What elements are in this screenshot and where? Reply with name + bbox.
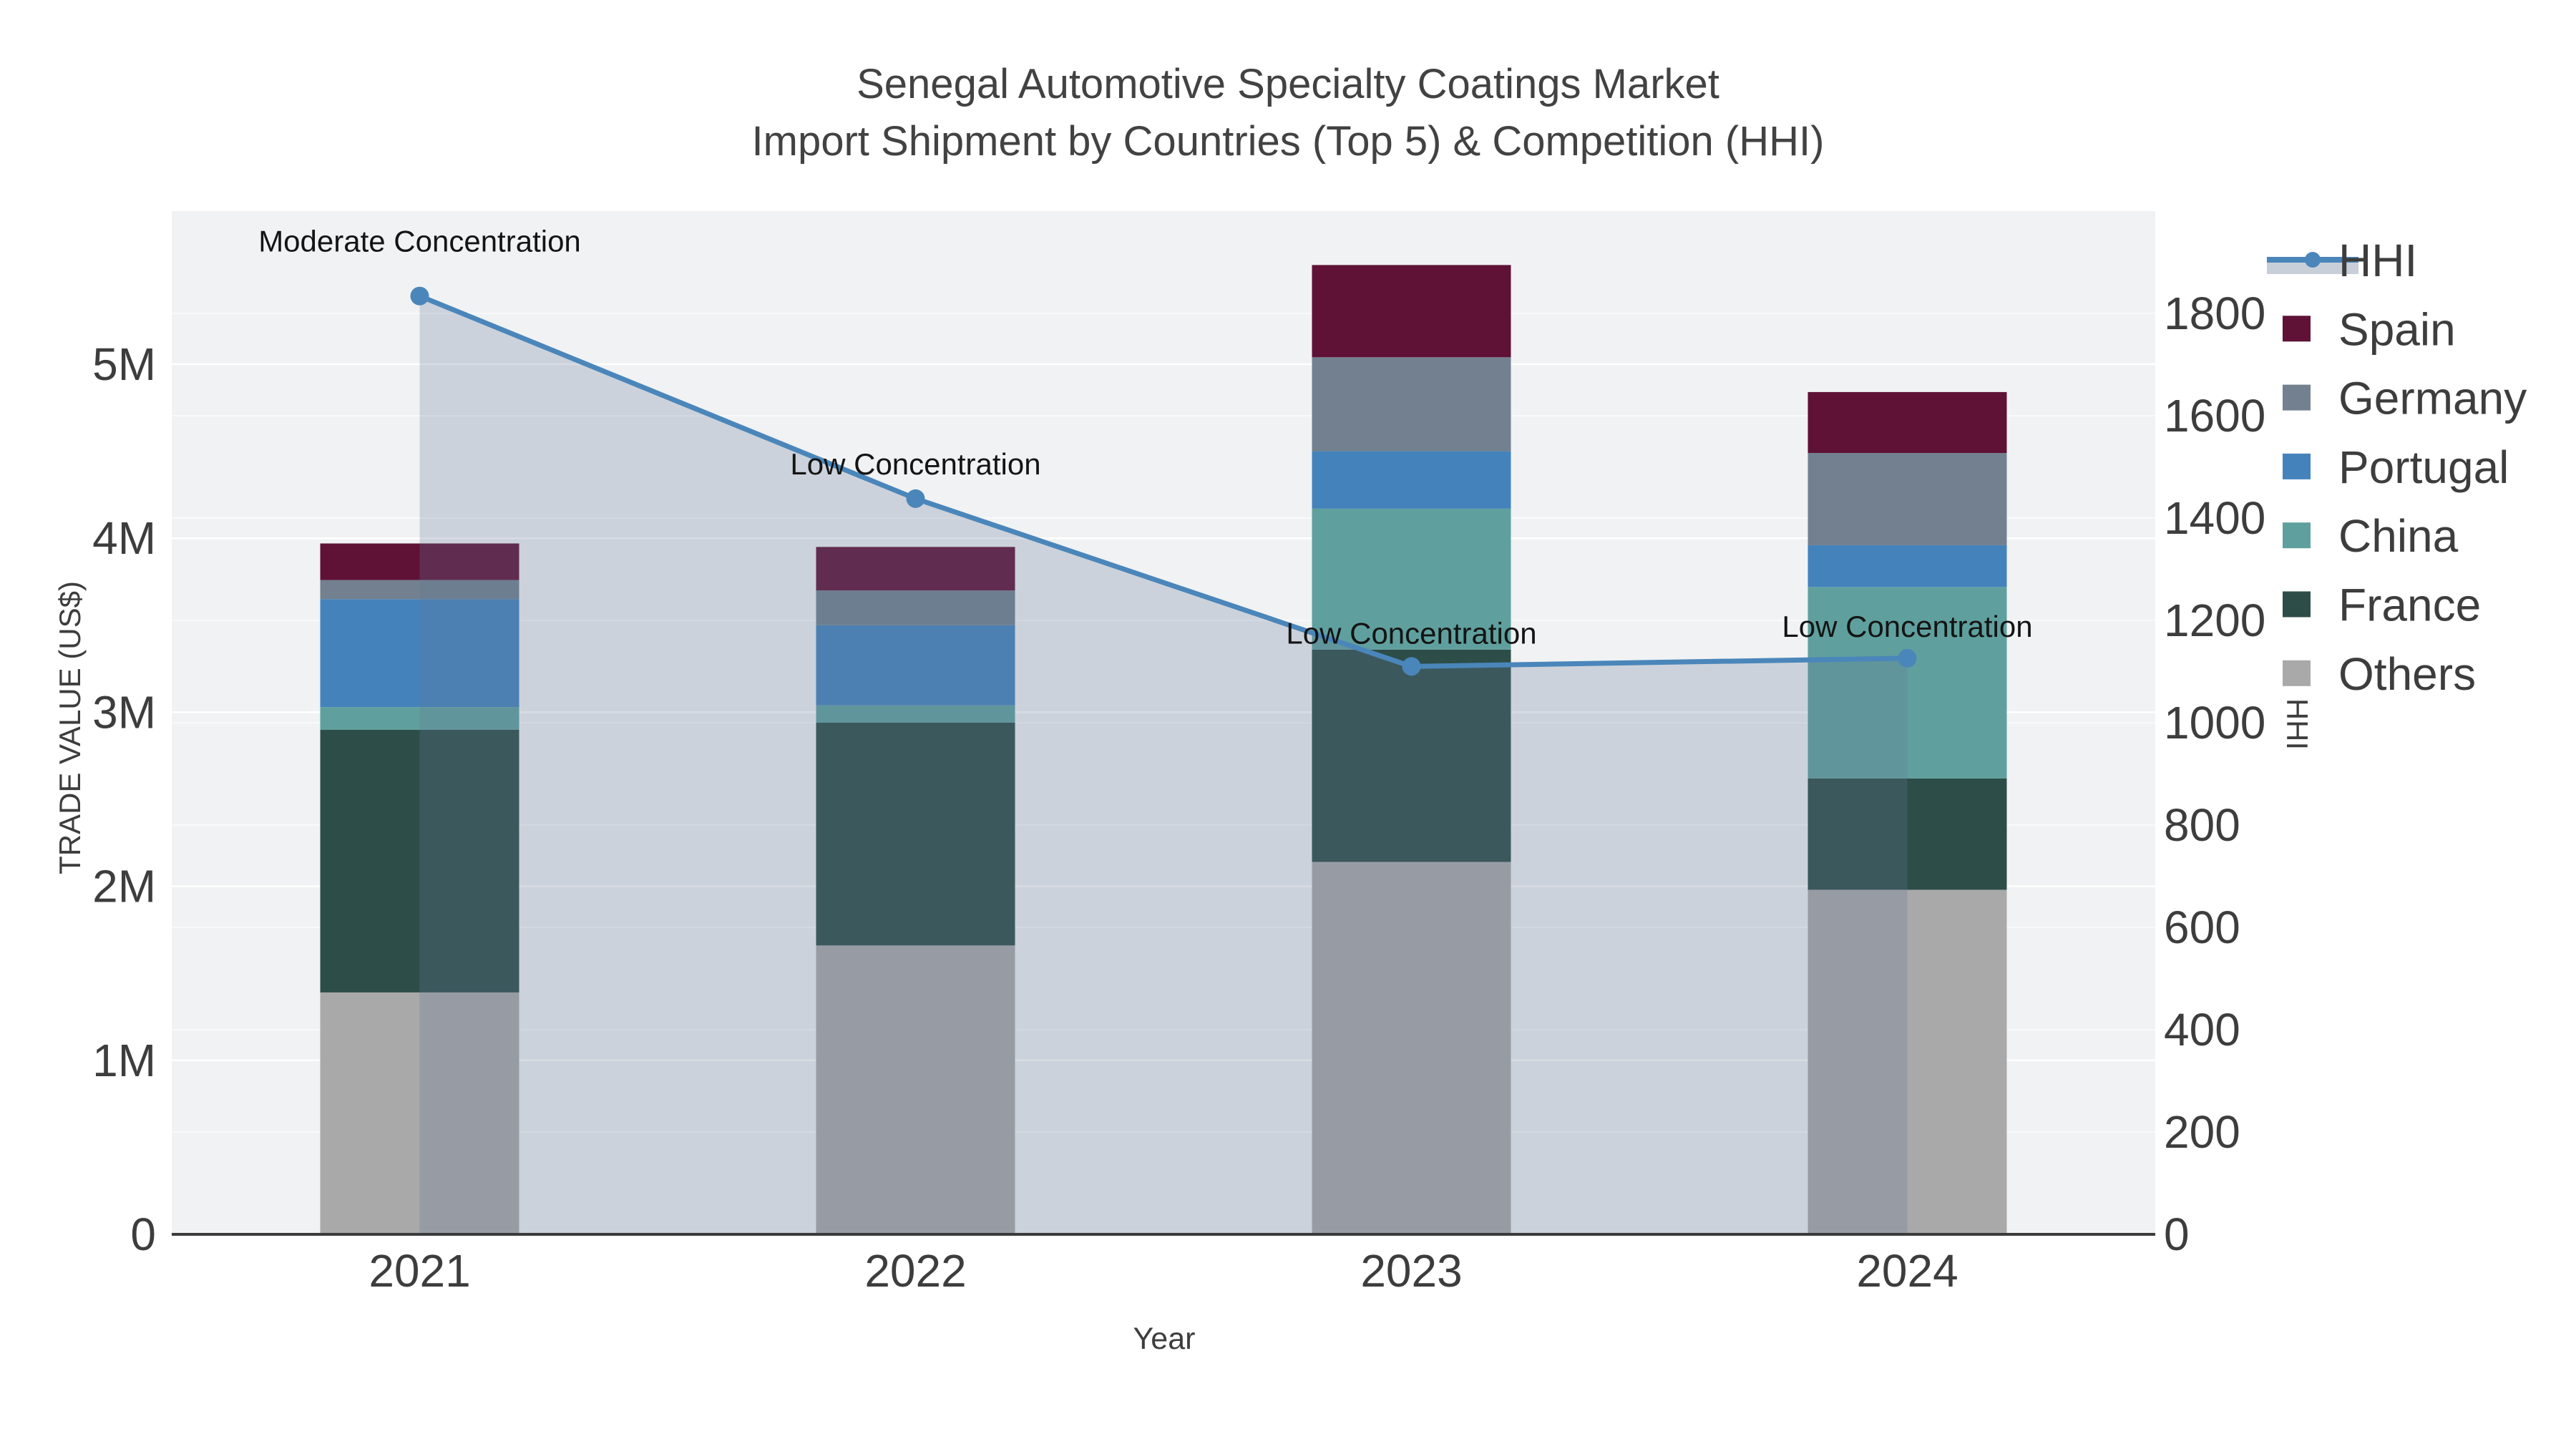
legend-item-spain[interactable]: Spain <box>2283 303 2456 355</box>
right-tick-label: 600 <box>2164 902 2240 953</box>
legend-item-label: Germany <box>2338 373 2527 424</box>
legend-item-germany[interactable]: Germany <box>2283 373 2527 424</box>
bar-segment-spain-2022[interactable] <box>816 547 1015 591</box>
bar-segment-china-2023[interactable] <box>1312 508 1511 650</box>
x-tick-label: 2023 <box>1360 1245 1462 1297</box>
legend-swatch-icon <box>2283 316 2311 342</box>
right-tick-label: 1400 <box>2164 492 2265 544</box>
bar-segment-germany-2024[interactable] <box>1807 453 2007 545</box>
axes: 0 1M 2M 3M 4M 5M 0 200 400 600 800 1000 1200 1400 1600… <box>92 288 2265 1297</box>
right-tick-label: 1000 <box>2164 697 2265 748</box>
annotation-label: Low Concentration <box>1782 610 2032 643</box>
hhi-line <box>410 286 1917 676</box>
legend-item-label: Portugal <box>2338 441 2509 493</box>
annotation-label: Low Concentration <box>1286 616 1536 650</box>
left-tick-label: 1M <box>92 1035 156 1086</box>
hhi-marker-2022[interactable] <box>906 489 925 508</box>
left-tick-label: 2M <box>92 861 156 912</box>
bar-segment-france-2021[interactable] <box>320 729 519 992</box>
hhi-marker-2023[interactable] <box>1402 657 1421 676</box>
annotation-label: Low Concentration <box>790 447 1040 481</box>
bar-segment-france-2023[interactable] <box>1312 649 1511 862</box>
bar-segment-spain-2021[interactable] <box>320 543 519 580</box>
bar-segment-germany-2022[interactable] <box>816 590 1015 625</box>
right-tick-label: 1800 <box>2164 288 2265 339</box>
hhi-marker-2021[interactable] <box>410 286 429 306</box>
legend-item-label: France <box>2338 580 2481 631</box>
bar-segment-others-2023[interactable] <box>1312 862 1511 1234</box>
bar-segment-portugal-2022[interactable] <box>816 625 1015 706</box>
bar-segment-spain-2023[interactable] <box>1312 265 1511 358</box>
bar-segment-germany-2023[interactable] <box>1312 357 1511 452</box>
right-tick-label: 0 <box>2164 1209 2190 1260</box>
hhi-area-fill <box>419 296 1908 1235</box>
bar-segment-others-2021[interactable] <box>320 992 519 1234</box>
legend-item-france[interactable]: France <box>2283 580 2481 631</box>
hhi-marker-2024[interactable] <box>1898 648 1917 668</box>
legend-swatch-icon <box>2283 522 2311 549</box>
bar-segment-china-2024[interactable] <box>1807 587 2007 779</box>
hhi-area-path <box>419 296 1908 1235</box>
left-tick-label: 4M <box>92 512 156 564</box>
bar-segment-portugal-2024[interactable] <box>1807 545 2007 587</box>
x-tick-label: 2021 <box>369 1245 470 1297</box>
legend-swatch-icon <box>2283 660 2311 686</box>
hhi-legend-marker-icon <box>2305 252 2321 268</box>
right-axis-title: HHI <box>2280 698 2314 750</box>
chart-title-line1: Senegal Automotive Specialty Coatings Ma… <box>857 61 1719 107</box>
left-tick-label: 3M <box>92 686 156 738</box>
x-axis-title: Year <box>1133 1322 1196 1356</box>
bar-segment-china-2022[interactable] <box>816 705 1015 723</box>
left-axis-title: TRADE VALUE (US$) <box>53 581 87 874</box>
stacked-bars <box>320 265 2007 1234</box>
x-tick-label: 2024 <box>1856 1245 1958 1297</box>
legend-item-label: Others <box>2338 648 2476 700</box>
right-tick-label: 1600 <box>2164 390 2265 441</box>
legend-item-china[interactable]: China <box>2283 510 2459 562</box>
left-tick-label: 5M <box>92 338 156 390</box>
right-tick-label: 1200 <box>2164 595 2265 646</box>
left-tick-label: 0 <box>130 1209 156 1260</box>
legend-item-label: Spain <box>2338 303 2456 355</box>
annotations: Moderate Concentration Low Concentration L… <box>258 225 2032 650</box>
legend: HHI Spain Germany Portugal China France Others <box>2267 235 2527 700</box>
legend-swatch-icon <box>2283 384 2311 411</box>
bar-segment-others-2024[interactable] <box>1807 889 2007 1234</box>
legend-item-label: HHI <box>2338 235 2417 286</box>
bar-segment-germany-2021[interactable] <box>320 580 519 600</box>
chart-title-line2: Import Shipment by Countries (Top 5) & C… <box>751 118 1825 165</box>
legend-item-hhi[interactable]: HHI <box>2267 235 2417 286</box>
right-tick-label: 200 <box>2164 1106 2240 1158</box>
hhi-line-path <box>419 293 1908 669</box>
legend-item-label: China <box>2338 510 2459 562</box>
bar-segment-france-2022[interactable] <box>816 722 1015 946</box>
annotation-label: Moderate Concentration <box>258 225 581 258</box>
chart-title: Senegal Automotive Specialty Coatings Ma… <box>0 56 2576 170</box>
bar-segment-others-2022[interactable] <box>816 945 1015 1234</box>
bar-segment-china-2021[interactable] <box>320 707 519 730</box>
legend-item-others[interactable]: Others <box>2283 648 2476 700</box>
right-tick-label: 400 <box>2164 1004 2240 1055</box>
right-tick-label: 800 <box>2164 799 2240 851</box>
hhi-legend-band-icon <box>2267 263 2358 274</box>
legend-item-portugal[interactable]: Portugal <box>2283 441 2509 493</box>
legend-swatch-icon <box>2283 453 2311 479</box>
bar-segment-spain-2024[interactable] <box>1807 391 2007 454</box>
bar-segment-portugal-2023[interactable] <box>1312 451 1511 509</box>
legend-swatch-icon <box>2283 591 2311 618</box>
bar-segment-france-2024[interactable] <box>1807 778 2007 890</box>
bar-segment-portugal-2021[interactable] <box>320 599 519 708</box>
x-tick-label: 2022 <box>864 1245 966 1297</box>
